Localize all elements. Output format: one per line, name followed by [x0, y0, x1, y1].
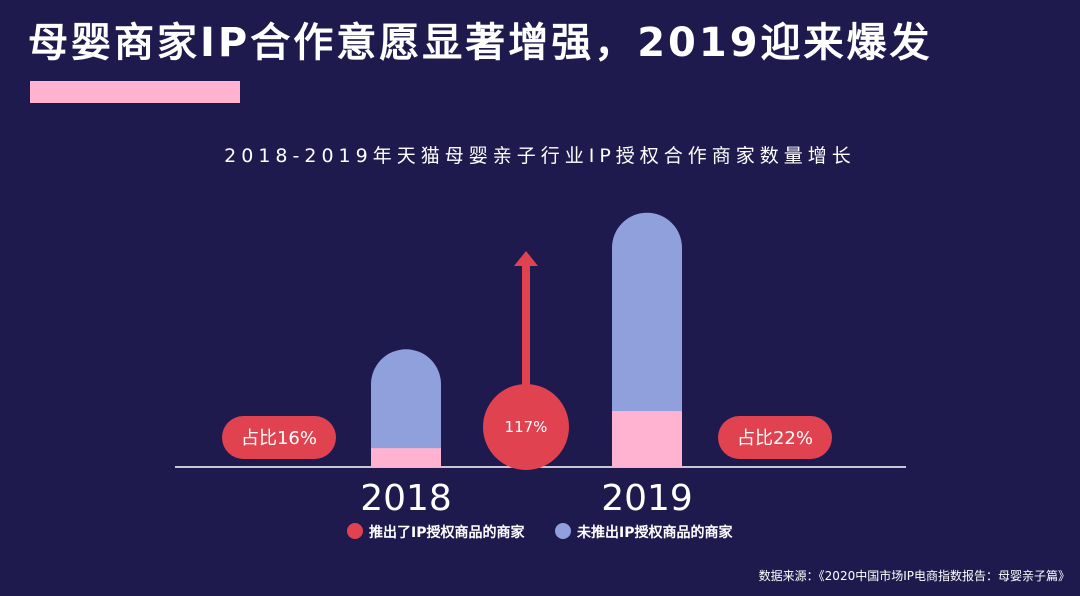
bar-segment-ip-2018	[371, 448, 441, 467]
bar-segment-non-ip-2019	[612, 212, 682, 412]
x-tick-label-2018: 2018	[360, 478, 452, 519]
title-accent-bar	[30, 81, 240, 103]
share-badge-2018	[222, 416, 336, 459]
legend-label-1: 推出了IP授权商品的商家	[369, 524, 525, 541]
bar-segment-ip-2019	[612, 411, 682, 467]
growth-label: 117%	[505, 418, 548, 436]
share-label-2018: 占比16%	[241, 428, 317, 449]
legend-marker-1	[347, 523, 363, 539]
chart-title: 2018-2019年天猫母婴亲子行业IP授权合作商家数量增长	[224, 145, 856, 167]
growth-arrow-head	[514, 251, 538, 266]
data-source-note: 数据来源：《2020中国市场IP电商指数报告：母婴亲子篇》	[758, 569, 1070, 583]
x-tick-label-2019: 2019	[601, 478, 693, 519]
growth-arrow-shaft	[522, 265, 530, 390]
page-title: 母婴商家IP合作意愿显著增强，2019迎来爆发	[28, 20, 933, 66]
share-badge-2019	[718, 416, 832, 459]
legend-marker-2	[555, 523, 571, 539]
legend-label-2: 未推出IP授权商品的商家	[577, 524, 733, 541]
share-label-2019: 占比22%	[737, 428, 813, 449]
growth-circle	[483, 384, 569, 470]
bar-segment-non-ip-2018	[371, 349, 441, 449]
